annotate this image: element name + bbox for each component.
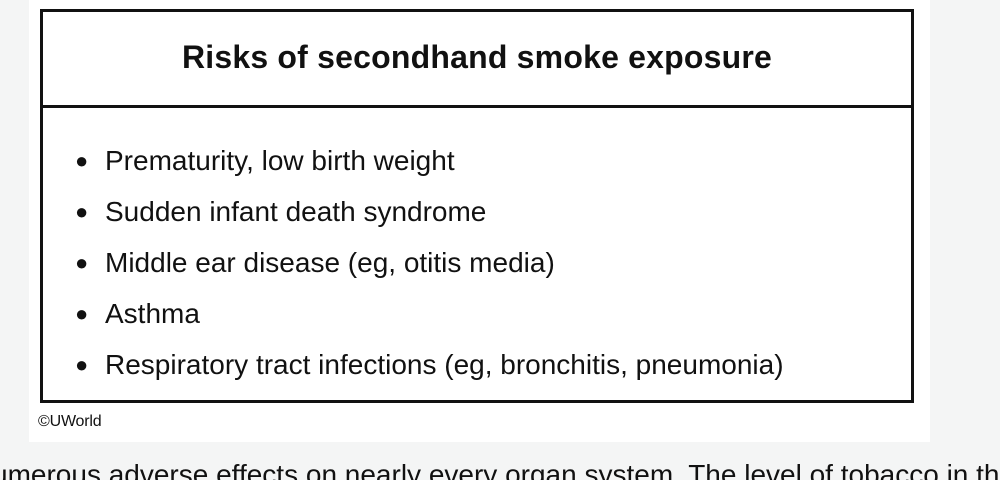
risk-item-label: Middle ear disease (eg, otitis media) <box>105 246 555 278</box>
risk-item-label: Sudden infant death syndrome <box>105 195 487 227</box>
risk-item-label: Prematurity, low birth weight <box>105 144 455 176</box>
copyright-label: ©UWorld <box>38 413 102 430</box>
risk-list: ● Prematurity, low birth weight ● Sudden… <box>43 108 911 390</box>
figure-card: Risks of secondhand smoke exposure ● Pre… <box>29 0 930 442</box>
risk-item-label: Asthma <box>105 297 200 329</box>
table-header: Risks of secondhand smoke exposure <box>43 12 911 108</box>
bullet-icon: ● <box>75 147 89 173</box>
risk-item-label: Respiratory tract infections (eg, bronch… <box>105 348 784 380</box>
risk-item-sids: ● Sudden infant death syndrome <box>75 186 911 237</box>
risk-table: Risks of secondhand smoke exposure ● Pre… <box>40 9 914 403</box>
bullet-icon: ● <box>75 198 89 224</box>
risk-item-middle-ear-disease: ● Middle ear disease (eg, otitis media) <box>75 237 911 288</box>
table-title: Risks of secondhand smoke exposure <box>181 39 773 75</box>
bullet-icon: ● <box>75 351 89 377</box>
bullet-icon: ● <box>75 249 89 275</box>
explanation-text: umerous adverse effects on nearly every … <box>0 459 1000 480</box>
risk-item-asthma: ● Asthma <box>75 288 911 339</box>
bullet-icon: ● <box>75 300 89 326</box>
risk-item-prematurity: ● Prematurity, low birth weight <box>75 135 911 186</box>
risk-item-respiratory-infections: ● Respiratory tract infections (eg, bron… <box>75 339 911 390</box>
